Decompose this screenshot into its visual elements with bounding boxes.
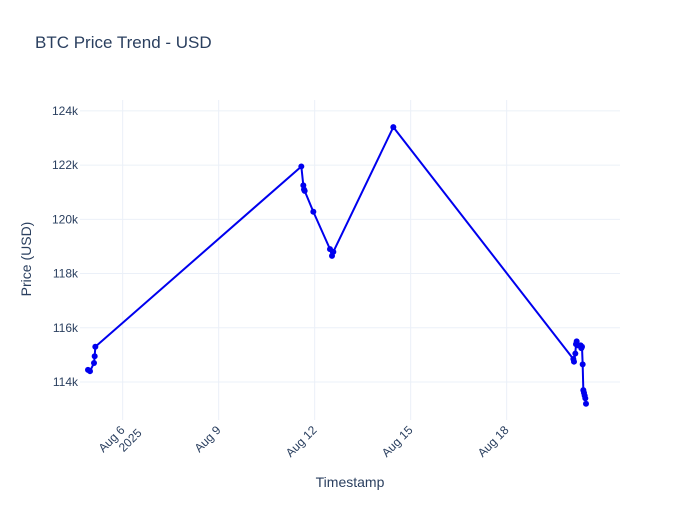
- data-point: [301, 187, 308, 194]
- data-point: [582, 395, 589, 402]
- x-tick-group: Aug 15: [379, 423, 416, 460]
- y-tick-label: 114k: [53, 375, 79, 389]
- x-tick-group: Aug 9: [192, 423, 224, 455]
- x-tick-group: Aug 12: [283, 423, 320, 460]
- data-point: [390, 124, 397, 131]
- chart-title: BTC Price Trend - USD: [35, 33, 212, 52]
- data-point: [298, 163, 305, 170]
- series-layer: [85, 124, 589, 407]
- y-axis-title: Price (USD): [18, 222, 34, 297]
- x-tick-label: Aug 18: [475, 423, 512, 460]
- y-tick-label: 124k: [52, 104, 79, 118]
- y-tick-label: 118k: [53, 267, 79, 281]
- y-tick-label: 122k: [52, 158, 79, 172]
- data-point: [579, 343, 585, 350]
- x-tick-label: Aug 15: [379, 423, 416, 460]
- x-axis-title: Timestamp: [316, 474, 385, 490]
- data-point: [87, 368, 93, 375]
- grid-layer: [80, 100, 620, 420]
- data-point: [310, 208, 317, 215]
- data-point: [583, 400, 589, 407]
- data-point: [92, 343, 99, 350]
- data-point: [91, 360, 97, 367]
- y-tick-label: 116k: [53, 321, 79, 335]
- series-line: [87, 126, 587, 404]
- data-point: [330, 248, 337, 255]
- x-tick-label: Aug 9: [192, 423, 224, 455]
- data-point: [579, 361, 586, 368]
- x-tick-label: Aug 12: [283, 423, 320, 460]
- x-tick-group: Aug 18: [475, 423, 512, 460]
- data-point: [91, 353, 98, 360]
- y-tick-label: 120k: [52, 212, 79, 226]
- data-point: [571, 358, 577, 365]
- data-point: [572, 350, 579, 357]
